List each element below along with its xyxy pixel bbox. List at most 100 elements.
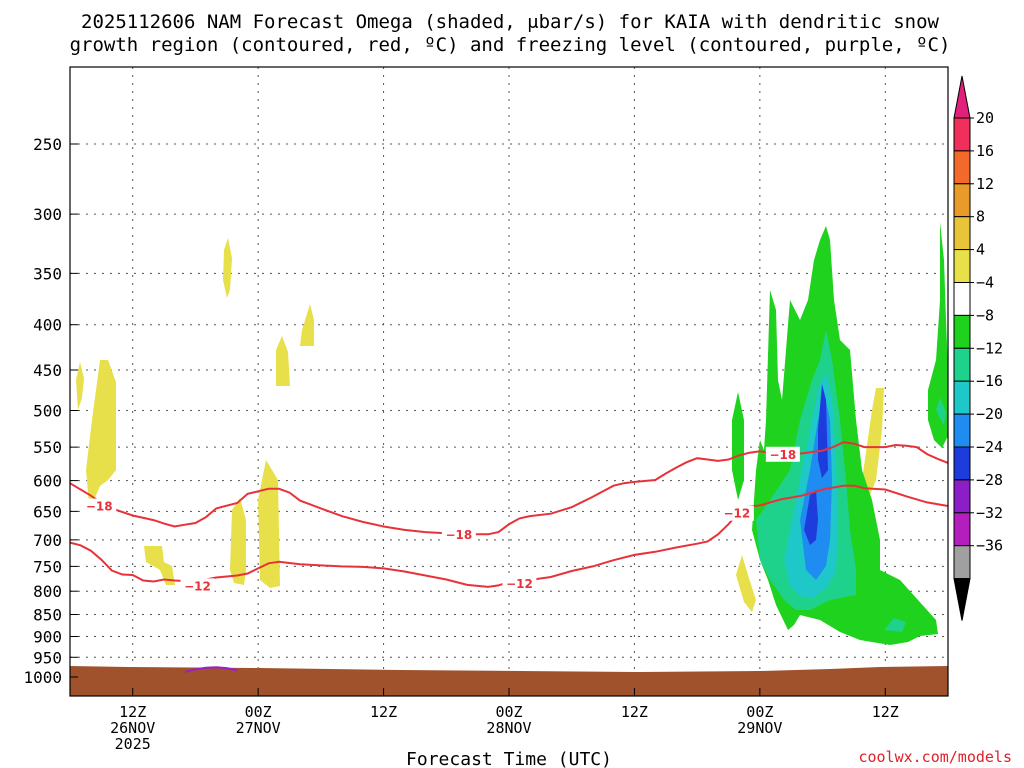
omega-region-neg4-neg8 (732, 392, 744, 500)
colorbar-label: −24 (976, 438, 1003, 456)
contour-label-bg (441, 526, 476, 542)
y-tick-label: 900 (33, 627, 62, 646)
y-tick-label: 300 (33, 205, 62, 224)
colorbar: 20 16 12 8 4 −4 −8 −12 −16 −20 −24 −28 −32 −36 (953, 75, 1003, 621)
omega-positive-regions (76, 238, 884, 612)
x-tick-label: 26NOV (110, 719, 155, 737)
colorbar-swatch (953, 150, 971, 185)
y-tick-label: 850 (33, 606, 62, 625)
colorbar-swatch (953, 380, 971, 415)
omega-region-neg4-neg8 (928, 222, 948, 448)
colorbar-label: −8 (976, 306, 994, 324)
colorbar-swatch (953, 446, 971, 481)
colorbar-swatch (953, 512, 971, 547)
colorbar-label: −36 (976, 537, 1003, 555)
colorbar-label: −28 (976, 471, 1003, 489)
chart-title-line2: growth region (contoured, red, ºC) and f… (70, 34, 951, 56)
colorbar-label: −20 (976, 405, 1003, 423)
contour-label: −12 (506, 577, 533, 591)
contour-line (184, 666, 238, 673)
y-tick-label: 950 (33, 648, 62, 667)
colorbar-swatch (953, 249, 971, 284)
colorbar-label: 20 (976, 109, 994, 127)
y-tick-label: 550 (33, 438, 62, 457)
colorbar-swatch (953, 183, 971, 218)
y-tick-label: 700 (33, 531, 62, 550)
colorbar-label: −4 (976, 274, 994, 292)
omega-region-neg8-neg12 (936, 398, 946, 426)
omega-region-4-8 (144, 546, 175, 585)
colorbar-swatch (953, 314, 971, 349)
y-axis-pressure: 250 300 350 400 450 500 550 600 650 700 750 800 850 9… (23, 135, 78, 687)
omega-region-4-8 (300, 304, 314, 346)
x-tick-label: 12Z (872, 703, 899, 721)
x-tick-label: 00Z (746, 703, 773, 721)
y-tick-label: 800 (33, 582, 62, 601)
x-tick-label: 28NOV (486, 719, 531, 737)
grid (70, 67, 948, 696)
x-tick-label: 12Z (119, 703, 146, 721)
colorbar-swatch (953, 216, 971, 251)
x-tick-label: 29NOV (737, 719, 782, 737)
colorbar-label: −16 (976, 372, 1003, 390)
colorbar-swatch (953, 479, 971, 514)
contour-label-bg (765, 446, 800, 462)
contour-line (69, 484, 949, 588)
contour-label: −18 (86, 500, 113, 514)
colorbar-swatch (953, 545, 971, 580)
x-tick-label: 2025 (115, 735, 151, 753)
y-tick-label: 750 (33, 557, 62, 576)
contour-label: −12 (184, 579, 211, 593)
colorbar-label: 4 (976, 241, 985, 259)
y-tick-label: 400 (33, 316, 62, 335)
omega-region-4-8 (276, 336, 290, 386)
y-tick-label: 250 (33, 135, 62, 154)
omega-region-neg20-neg24 (804, 490, 818, 545)
chart-title-line1: 2025112606 NAM Forecast Omega (shaded, μ… (81, 11, 939, 33)
colorbar-swatch (953, 347, 971, 382)
contour-label-bg (180, 578, 215, 594)
contour-label: −18 (769, 448, 796, 462)
omega-region-neg8-neg12 (884, 618, 906, 632)
colorbar-swatch (953, 413, 971, 448)
credit-text: coolwx.com/models (858, 748, 1012, 766)
omega-region-neg20-neg24 (818, 384, 828, 478)
omega-negative-regions (732, 222, 948, 645)
omega-region-4-8 (86, 360, 116, 515)
x-tick-label: 12Z (621, 703, 648, 721)
surface-terrain (70, 666, 948, 696)
temperature-contours: −18 −18 −18 −12 −12 −12 (69, 441, 949, 673)
colorbar-label: 16 (976, 142, 994, 160)
x-tick-label: 27NOV (236, 719, 281, 737)
y-tick-label: 650 (33, 502, 62, 521)
omega-region-4-8 (76, 362, 84, 410)
x-axis-label: Forecast Time (UTC) (406, 749, 612, 768)
colorbar-top-arrow (953, 75, 971, 119)
y-tick-label: 600 (33, 472, 62, 491)
contour-label-bg (719, 505, 754, 521)
omega-region-4-8 (258, 460, 280, 588)
y-tick-label: 450 (33, 361, 62, 380)
colorbar-label: 8 (976, 208, 985, 226)
colorbar-label: 12 (976, 175, 994, 193)
omega-region-4-8 (223, 238, 232, 298)
contour-label: −18 (445, 528, 472, 542)
x-tick-label: 00Z (495, 703, 522, 721)
y-tick-label: 500 (33, 402, 62, 421)
omega-region-4-8 (736, 555, 756, 612)
contour-label-bg (502, 575, 537, 591)
contour-label-bg (82, 498, 117, 514)
colorbar-bottom-arrow (953, 578, 971, 621)
x-tick-label: 00Z (245, 703, 272, 721)
contour-line (69, 441, 949, 536)
omega-region-4-8 (230, 498, 246, 585)
y-tick-label: 1000 (23, 668, 62, 687)
y-tick-label: 350 (33, 264, 62, 283)
colorbar-label: −32 (976, 504, 1003, 522)
x-tick-label: 12Z (370, 703, 397, 721)
colorbar-swatch (953, 117, 971, 152)
colorbar-label: −12 (976, 339, 1003, 357)
contour-label: −12 (723, 507, 750, 521)
